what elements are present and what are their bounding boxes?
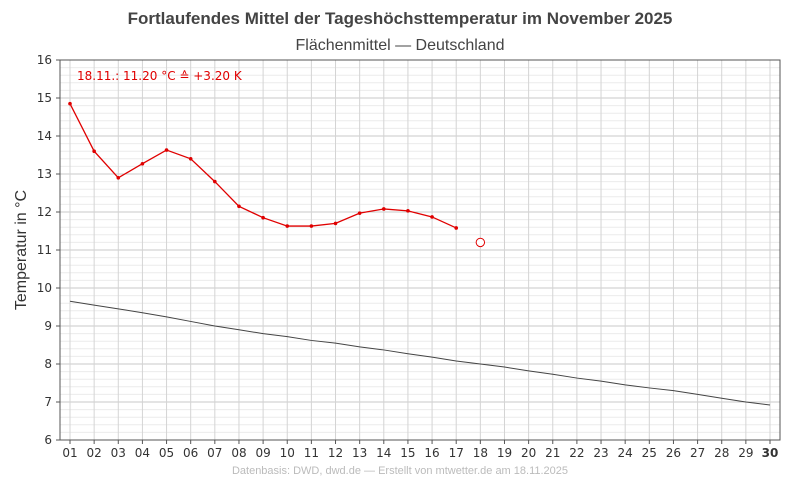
x-tick-label: 27: [690, 446, 705, 460]
x-tick-label: 10: [280, 446, 295, 460]
data-point: [454, 226, 459, 230]
y-tick-label: 12: [37, 205, 52, 219]
x-tick-label: 06: [183, 446, 198, 460]
x-tick-label: 09: [255, 446, 270, 460]
x-tick-label: 29: [738, 446, 753, 460]
data-point: [237, 204, 241, 209]
y-tick-label: 15: [37, 91, 52, 105]
x-tick-label: 28: [714, 446, 729, 460]
x-tick-label: 13: [352, 446, 367, 460]
x-tick-label: 25: [642, 446, 657, 460]
current-value-marker: [475, 237, 486, 248]
x-tick-label: 08: [231, 446, 246, 460]
x-tick-label: 15: [400, 446, 415, 460]
data-point: [381, 207, 386, 211]
x-tick-label: 04: [135, 446, 150, 460]
footer-credit: Datenbasis: DWD, dwd.de — Erstellt von m…: [232, 465, 568, 477]
x-tick-label: 30: [762, 446, 779, 460]
y-tick-label: 11: [37, 243, 52, 257]
chart-subtitle: Flächenmittel — Deutschland: [296, 37, 505, 54]
data-point: [285, 224, 290, 228]
x-tick-label: 03: [111, 446, 126, 460]
y-tick-label: 14: [37, 129, 52, 143]
y-tick-label: 8: [44, 357, 52, 371]
data-point: [188, 157, 193, 161]
data-point: [333, 221, 338, 226]
data-point: [430, 215, 434, 219]
series-line-climate: [69, 300, 771, 406]
data-point: [261, 215, 265, 220]
x-tick-label: 11: [304, 446, 319, 460]
x-tick-label: 24: [618, 446, 633, 460]
x-tick-label: 14: [376, 446, 391, 460]
x-tick-label: 05: [159, 446, 174, 460]
data-point: [68, 101, 72, 106]
x-tick-label: 20: [521, 446, 536, 460]
data-point: [92, 149, 96, 153]
chart-title: Fortlaufendes Mittel der Tageshöchsttemp…: [128, 9, 673, 28]
x-tick-label: 02: [86, 446, 101, 460]
x-tick-label: 07: [207, 446, 222, 460]
x-tick-label: 22: [569, 446, 584, 460]
x-tick-label: 21: [545, 446, 560, 460]
x-tick-label: 16: [424, 446, 439, 460]
grid: [60, 59, 780, 441]
data-point: [213, 179, 217, 184]
x-tick-label: 19: [497, 446, 512, 460]
data-point: [406, 209, 410, 213]
y-axis-label: Temperatur in °C: [13, 190, 30, 310]
y-tick-label: 6: [44, 433, 52, 447]
x-tick-label: 12: [328, 446, 343, 460]
data-point: [140, 161, 145, 166]
y-axis-ticks: 6 7 8 9 10 11 12 13 14 15 16: [37, 53, 60, 447]
x-tick-label: 18: [473, 446, 488, 460]
data-point: [164, 148, 169, 152]
x-axis-ticks: 01 02 03 04 05 06 07 08 09 10 11 12 13 14 15 16 17 18 19 20…: [62, 440, 778, 460]
y-tick-label: 13: [37, 167, 52, 181]
y-tick-label: 7: [44, 395, 52, 409]
data-point: [116, 176, 121, 180]
x-tick-label: 17: [449, 446, 464, 460]
x-tick-label: 01: [62, 446, 77, 460]
y-tick-label: 10: [37, 281, 52, 295]
y-tick-label: 9: [44, 319, 52, 333]
data-point: [309, 224, 314, 228]
annotation-label: 18.11.: 11.20 °C ≙ +3.20 K: [77, 69, 243, 83]
x-tick-label: 23: [593, 446, 608, 460]
data-point: [357, 211, 362, 215]
series-layer: [68, 101, 771, 406]
y-tick-label: 16: [37, 53, 52, 67]
x-tick-label: 26: [666, 446, 681, 460]
